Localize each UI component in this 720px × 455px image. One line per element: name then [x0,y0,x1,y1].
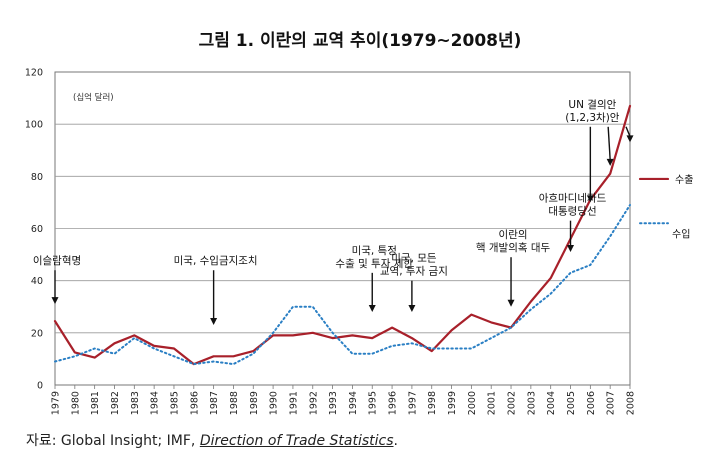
annotation-label: 핵 개발의혹 대두 [476,241,551,254]
source-note: 자료: Global Insight; IMF, Direction of Tr… [26,430,398,450]
x-tick-label: 1992 [308,391,319,415]
x-tick-label: 1995 [368,391,379,415]
annotation-arrowhead [51,297,59,305]
x-tick-label: 1986 [189,391,200,415]
x-tick-label: 1997 [407,391,418,415]
x-tick-label: 1996 [388,391,399,415]
annotation-label: 수출 및 투자 제한 [335,258,413,270]
x-tick-label: 1980 [70,391,81,415]
annotation-arrowhead [586,195,594,203]
series-lines [53,104,632,366]
x-tick-label: 1982 [110,391,121,415]
x-tick-label: 1989 [249,391,260,415]
x-tick-label: 1979 [51,391,62,415]
annotation-label: 이란의 [499,229,528,241]
chart-title: 그림 1. 이란의 교역 추이(1979~2008년) [198,31,522,51]
legend-label: 수입 [672,227,690,240]
x-tick-label: 2000 [467,391,478,415]
y-tick-label: 20 [31,328,43,339]
x-tick-label: 1988 [229,391,240,415]
annotation-arrow-shaft [625,126,631,137]
x-tick-label: 1984 [150,391,161,415]
annotation-label: (1,2,3차)안 [565,112,620,124]
annotation-arrowhead [567,244,575,252]
x-tick-label: 2006 [586,391,597,415]
annotation-arrowhead [368,304,376,312]
y-tick-label: 0 [37,381,43,392]
y-tick-label: 40 [31,276,43,287]
annotation-arrow-shaft [607,126,611,160]
annotation-label: 미국, 모든 [391,253,437,265]
x-tick-label: 1993 [328,391,339,415]
x-tick-label: 1994 [348,391,359,415]
annotation-label: UN 결의안 [568,99,616,111]
series-line-2 [54,204,631,366]
source-suffix: . [393,433,398,449]
annotation-arrowhead [626,135,634,143]
x-tick-label: 2008 [626,391,637,415]
annotation-label: 교역, 투자 금지 [380,266,448,278]
annotation-label: 이슬람혁명 [33,254,81,267]
x-tick-label: 1981 [90,391,101,415]
annotation-arrowhead [408,304,416,312]
annotation-label: 미국, 특정 [352,245,397,257]
annotation-label: 대통령당선 [548,206,596,218]
annotation-arrowhead [606,158,614,166]
x-tick-label: 2005 [566,391,577,415]
legend-label: 수출 [675,174,693,186]
source-italic: Direction of Trade Statistics [199,433,394,449]
axes: 0 20 40 60 80 100 120 1979 1980 1981 1982 1983 1984 1… [25,68,637,416]
x-tick-label: 2002 [507,391,518,415]
annotation-label: 미국, 수입금지조치 [174,254,258,267]
x-tick-label: 2001 [487,391,498,415]
annotation-label: 아흐마디네자드 [539,193,607,205]
annotation-arrowhead [507,299,515,307]
x-tick-label: 1983 [130,391,141,415]
x-tick-label: 1990 [269,391,280,415]
y-tick-label: 80 [31,172,43,183]
y-tick-label: 100 [25,120,43,131]
y-tick-label: 60 [31,224,43,235]
source-prefix: 자료: Global Insight; IMF, [26,433,200,449]
x-tick-label: 1985 [169,391,180,415]
x-tick-label: 2003 [526,391,537,415]
x-tick-label: 1991 [288,391,299,415]
x-tick-label: 1998 [427,391,438,415]
y-tick-label: 120 [25,68,43,79]
annotation-arrowhead [210,318,218,326]
x-tick-label: 1987 [209,391,220,415]
x-tick-label: 2007 [606,391,617,415]
x-tick-label: 1999 [447,391,458,415]
series-line-1 [53,104,632,366]
gridlines [54,71,631,386]
x-tick-label: 2004 [546,391,557,415]
y-unit-label: (십억 달러) [73,92,114,103]
